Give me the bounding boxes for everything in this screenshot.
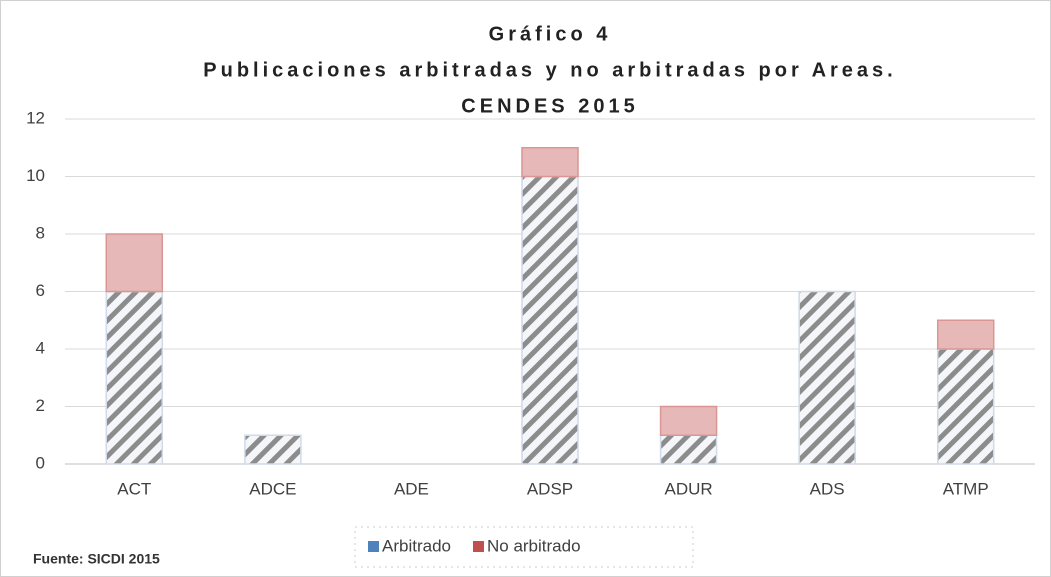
y-tick-label: 6 — [36, 281, 45, 300]
legend-swatch — [368, 541, 379, 552]
bar-segment — [936, 348, 995, 465]
x-tick-label: ADUR — [664, 479, 712, 498]
bar-segment — [244, 434, 302, 465]
chart-title: CENDES 2015 — [461, 95, 638, 117]
source-note: Fuente: SICDI 2015 — [33, 551, 160, 567]
x-tick-label: ATMP — [943, 479, 989, 498]
bar-segment — [798, 290, 856, 465]
legend-label: Arbitrado — [382, 536, 451, 555]
bar-segment — [936, 319, 995, 350]
x-tick-label: ADCE — [249, 479, 296, 498]
legend-swatch — [472, 541, 484, 552]
legend-label: No arbitrado — [487, 536, 581, 555]
x-tick-label: ADSP — [527, 479, 573, 498]
y-tick-label: 2 — [36, 396, 45, 415]
bar-segment — [659, 405, 718, 436]
bar-segment — [659, 434, 718, 465]
bar-segment — [521, 175, 579, 465]
y-tick-label: 0 — [36, 453, 45, 472]
x-tick-label: ACT — [117, 479, 151, 498]
bar-segment — [105, 290, 164, 465]
y-tick-label: 12 — [26, 108, 45, 127]
y-tick-label: 8 — [36, 223, 45, 242]
x-tick-label: ADS — [810, 479, 845, 498]
chart-title: Publicaciones arbitradas y no arbitradas… — [203, 59, 896, 81]
y-tick-label: 4 — [36, 338, 45, 357]
y-tick-label: 10 — [26, 166, 45, 185]
legend-box — [354, 526, 694, 568]
bar-segment — [105, 233, 164, 293]
x-tick-label: ADE — [394, 479, 429, 498]
bar-segment — [521, 147, 579, 178]
chart-title: Gráfico 4 — [489, 23, 612, 45]
